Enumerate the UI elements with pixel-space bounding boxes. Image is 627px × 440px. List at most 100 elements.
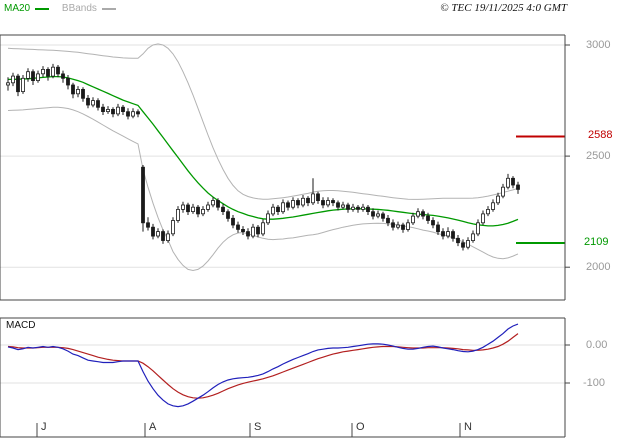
candle-body xyxy=(241,228,245,232)
candle-body xyxy=(181,204,185,210)
candle-body xyxy=(316,193,320,201)
bollinger-upper-line xyxy=(7,43,519,200)
candle-body xyxy=(176,208,180,221)
candle-body xyxy=(456,237,460,244)
x-label-october: O xyxy=(356,421,365,433)
candle-body xyxy=(361,206,365,210)
candle-body xyxy=(121,106,125,112)
candle-body xyxy=(336,202,340,208)
candle-body xyxy=(131,111,135,117)
candle-body xyxy=(306,197,310,204)
candle-body xyxy=(226,211,230,219)
candle-body xyxy=(136,111,140,115)
candle-body xyxy=(246,231,250,237)
ma20-legend-label: MA20 xyxy=(4,3,31,14)
candle-body xyxy=(66,77,70,86)
candle-body xyxy=(206,204,210,210)
candle-body xyxy=(416,211,420,217)
x-label-november: N xyxy=(464,421,472,433)
candle-body xyxy=(36,73,40,82)
candle-body xyxy=(236,224,240,230)
candle-body xyxy=(371,211,375,217)
candle-body xyxy=(376,213,380,217)
y-tick-3000: 3000 xyxy=(586,39,611,51)
candle-body xyxy=(391,222,395,228)
candle-body xyxy=(216,200,220,208)
candle-body xyxy=(341,204,345,208)
candle-body xyxy=(466,240,470,248)
candle-body xyxy=(101,106,105,112)
candle-body xyxy=(111,109,115,115)
macd-line xyxy=(7,323,519,408)
candle-body xyxy=(196,206,200,215)
candle-body xyxy=(76,89,80,95)
candle-body xyxy=(256,226,260,235)
candle-body xyxy=(156,231,160,237)
candle-body xyxy=(21,77,25,93)
candle-body xyxy=(61,73,65,79)
candle-body xyxy=(426,215,430,221)
candle-body xyxy=(511,177,515,186)
candle-body xyxy=(496,195,500,204)
y-tick-2000: 2000 xyxy=(586,261,611,273)
candle-body xyxy=(266,213,270,224)
candle-body xyxy=(16,75,20,93)
candle-body xyxy=(286,202,290,208)
candle-body xyxy=(331,200,335,204)
candle-body xyxy=(166,233,170,241)
candle-body xyxy=(96,100,100,108)
candle-body xyxy=(6,82,10,86)
support-level-label: 2109 xyxy=(584,236,609,248)
signal-line xyxy=(7,333,519,399)
candle-body xyxy=(211,200,215,206)
candle-body xyxy=(396,224,400,228)
candle-body xyxy=(201,208,205,215)
candle-body xyxy=(46,69,50,77)
candle-body xyxy=(501,186,505,197)
candle-body xyxy=(56,66,60,75)
resistance-level-label: 2588 xyxy=(588,129,613,141)
candle-body xyxy=(171,220,175,235)
candle-body xyxy=(401,224,405,230)
candle-body xyxy=(486,208,490,215)
candle-body xyxy=(296,200,300,206)
y-tick-2500: 2500 xyxy=(586,150,611,162)
candle-body xyxy=(481,213,485,224)
candle-body xyxy=(436,224,440,233)
legend-item-bbands: BBands xyxy=(62,3,116,14)
candle-body xyxy=(421,211,425,217)
candle-body xyxy=(301,197,305,206)
candle-body xyxy=(151,226,155,237)
candle-body xyxy=(86,97,90,106)
candle-body xyxy=(26,71,30,79)
candle-body xyxy=(11,75,15,84)
candle-body xyxy=(186,204,190,213)
candle-body xyxy=(476,222,480,235)
copyright-text: © TEC 19/11/2025 4:0 GMT xyxy=(440,2,567,14)
candle-body xyxy=(281,202,285,213)
bbands-legend-label: BBands xyxy=(61,3,97,14)
candle-body xyxy=(81,89,85,99)
macd-tick-zero: 0.00 xyxy=(586,339,608,351)
candle-body xyxy=(141,166,145,224)
candle-body xyxy=(31,71,35,81)
candle-body xyxy=(91,100,95,106)
candle-body xyxy=(516,184,520,190)
candle-body xyxy=(406,222,410,230)
macd-tick-minus100: -100 xyxy=(583,377,606,389)
candle-body xyxy=(451,231,455,239)
candle-body xyxy=(431,220,435,226)
candle-body xyxy=(326,200,330,206)
candle-body xyxy=(411,215,415,224)
candle-body xyxy=(276,206,280,212)
candle-body xyxy=(161,231,165,241)
candle-body xyxy=(261,222,265,235)
x-label-september: S xyxy=(254,421,262,433)
ma20-line xyxy=(8,75,519,227)
candle-body xyxy=(491,202,495,210)
candle-body xyxy=(441,231,445,237)
candle-body xyxy=(116,106,120,115)
candle-body xyxy=(461,242,465,248)
candle-body xyxy=(321,200,325,206)
